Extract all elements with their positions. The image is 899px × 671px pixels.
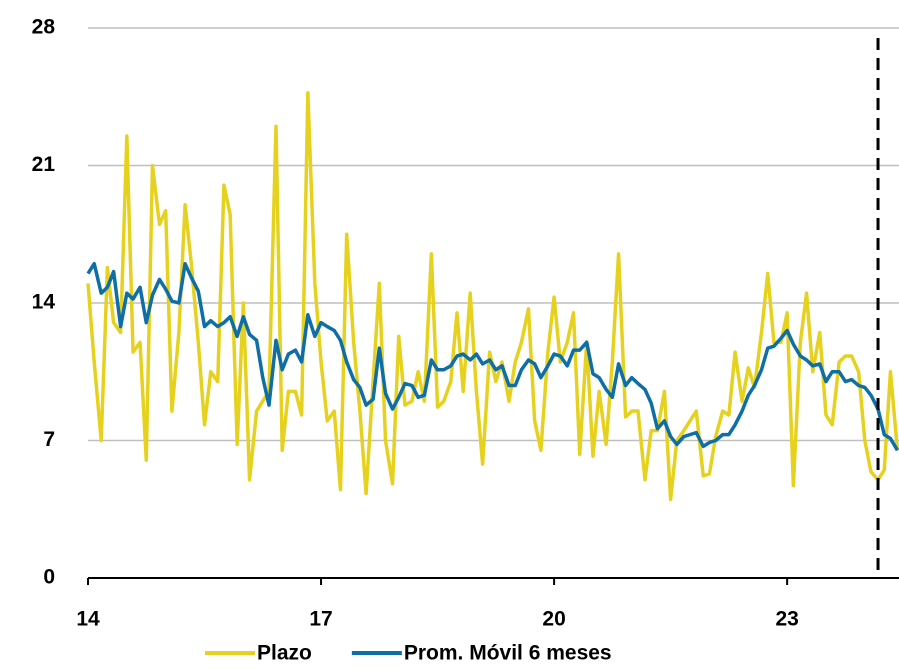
x-tick-label: 14 — [76, 608, 100, 631]
y-tick-label: 14 — [32, 291, 56, 314]
series-line — [86, 91, 899, 502]
legend-label: Plazo — [257, 642, 312, 665]
y-tick-label: 21 — [32, 153, 56, 176]
series-line — [86, 261, 899, 452]
y-tick-label: 7 — [43, 428, 55, 451]
y-tick-label: 0 — [43, 566, 55, 589]
legend-label: Prom. Móvil 6 meses — [404, 642, 612, 665]
x-tick-label: 20 — [542, 608, 565, 631]
y-tick-label: 28 — [32, 16, 56, 39]
x-tick-label: 17 — [309, 608, 332, 631]
x-tick-label: 23 — [775, 608, 798, 631]
